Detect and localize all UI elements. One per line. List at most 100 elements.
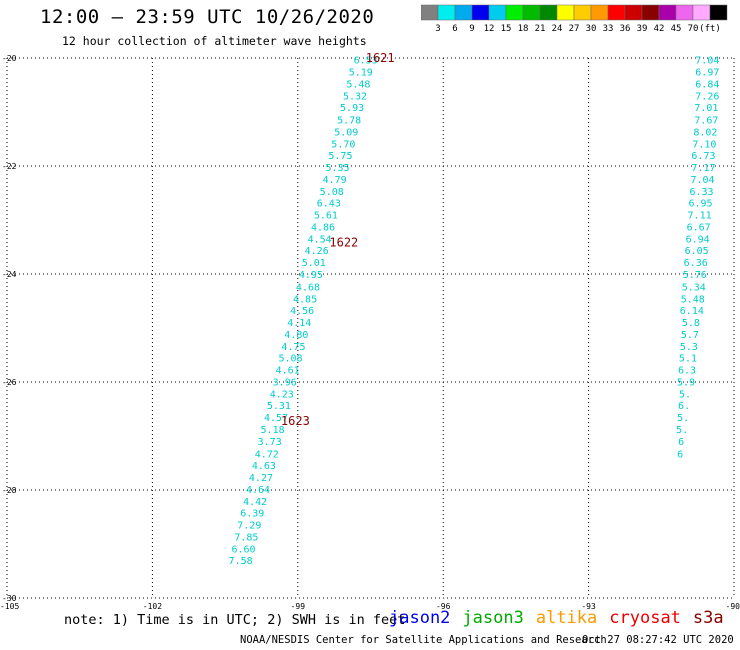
axis-ticks: -20 -22 -24 -26 -28 -30-105 -102 -99 -96 -93 -90 <box>0 54 740 611</box>
wave-height-label: 6.05 <box>685 246 709 257</box>
wave-height-label: 4.26 <box>305 246 329 257</box>
wave-height-label: 6.14 <box>680 306 704 317</box>
legend-label: 6 <box>452 24 457 34</box>
x-tick-label: -90 <box>726 602 740 611</box>
satellite-altika: altika <box>535 608 598 628</box>
chart-subtitle: 12 hour collection of altimeter wave hei… <box>62 34 367 48</box>
wave-height-label: 7.29 <box>237 521 261 532</box>
legend-label: (ft) <box>699 24 721 34</box>
wave-height-label: 3.73 <box>258 437 282 448</box>
pass-time-label: 1623 <box>281 414 310 428</box>
wave-height-label: 6.95 <box>689 199 713 210</box>
wave-height-label: 6. <box>678 401 690 412</box>
wave-height-label: 7.58 <box>229 556 253 567</box>
x-tick-label: -96 <box>436 602 451 611</box>
wave-height-label: 6.94 <box>686 234 710 245</box>
wave-height-label: 6.3 <box>678 366 696 377</box>
credit-timestamp: Oct 27 08:27:42 UTC 2020 <box>582 634 734 646</box>
wave-height-label: 4.61 <box>276 366 300 377</box>
wave-height-label: 6.36 <box>684 258 708 269</box>
wave-height-label: 4.75 <box>281 342 305 353</box>
x-tick-label: -102 <box>143 602 162 611</box>
wave-height-label: 5. <box>679 389 691 400</box>
wave-height-label: 5.19 <box>349 68 373 79</box>
wave-height-label: 4.95 <box>299 270 323 281</box>
legend-label: 42 <box>654 24 665 34</box>
wave-height-label: 5.3 <box>680 342 698 353</box>
wave-height-label: 5.32 <box>343 91 367 102</box>
color-legend: 3 6 9 12 15 18 21 24 27 30 33 36 39 42 45 70 (ft) <box>421 4 728 34</box>
satellite-s3a: s3a <box>692 608 724 628</box>
x-tick-label: -99 <box>291 602 306 611</box>
wave-height-label: 4.79 <box>323 175 347 186</box>
wave-height-label: 6.53 <box>354 56 378 67</box>
chart-title: 12:00 – 23:59 UTC 10/26/2020 <box>40 6 375 28</box>
legend-label: 36 <box>620 24 631 34</box>
wave-height-label: 5.8 <box>682 318 700 329</box>
wave-height-label: 6 <box>677 449 683 460</box>
wave-height-label: 7.01 <box>694 103 718 114</box>
footer-note: note: 1) Time is in UTC; 2) SWH is in fe… <box>64 612 406 628</box>
wave-height-label: 4.23 <box>270 389 294 400</box>
satellite-cryosat: cryosat <box>609 608 681 628</box>
wave-height-label: 4.80 <box>284 330 308 341</box>
wave-height-points: 6.535.195.485.325.935.785.095.705.755.35… <box>229 56 720 568</box>
satellite-jason3: jason3 <box>462 608 524 628</box>
pass-time-label: 1621 <box>366 51 395 65</box>
wave-height-label: 7.67 <box>694 116 718 127</box>
time-labels: 1621 1622 1623 <box>281 51 395 428</box>
wave-height-label: 7.26 <box>695 91 719 102</box>
wave-height-label: 6 <box>678 437 684 448</box>
y-tick-label: -26 <box>2 378 17 387</box>
wave-height-label: 4.72 <box>255 449 279 460</box>
wave-height-label: 7.11 <box>688 211 712 222</box>
wave-height-label: 6.67 <box>687 222 711 233</box>
wave-height-label: 4.14 <box>287 318 311 329</box>
wave-height-label: 6.33 <box>689 187 713 198</box>
wave-height-label: 5.08 <box>320 187 344 198</box>
wave-height-label: 7.85 <box>234 532 258 543</box>
legend-label: 15 <box>501 24 512 34</box>
wave-height-label: 5.9 <box>677 377 695 388</box>
wave-height-label: 8.02 <box>693 127 717 138</box>
satellite-jason2: jason2 <box>389 608 451 628</box>
wave-height-label: 6.43 <box>317 199 341 210</box>
wave-height-label: 4.68 <box>296 282 320 293</box>
y-tick-label: -22 <box>2 162 17 171</box>
wave-height-label: 5.35 <box>325 163 349 174</box>
legend-label: 18 <box>518 24 529 34</box>
wave-height-label: 5.08 <box>278 354 302 365</box>
wave-height-label: 6.39 <box>240 509 264 520</box>
wave-height-label: 5.75 <box>328 151 352 162</box>
wave-height-label: 6.60 <box>231 544 255 555</box>
wave-height-label: 5.09 <box>334 127 358 138</box>
y-tick-label: -30 <box>2 594 17 603</box>
wave-height-label: 5.78 <box>337 116 361 127</box>
wave-height-label: 5.01 <box>302 258 326 269</box>
wave-height-label: 4.57 <box>264 413 288 424</box>
wave-height-label: 5.70 <box>331 139 355 150</box>
wave-height-label: 4.63 <box>252 461 276 472</box>
wave-height-label: 5.1 <box>679 354 697 365</box>
legend-swatch <box>709 4 728 21</box>
legend-label: 33 <box>603 24 614 34</box>
x-tick-label: -105 <box>0 602 19 611</box>
wave-height-label: 5.48 <box>346 79 370 90</box>
wave-height-label: 5. <box>676 425 688 436</box>
wave-height-label: 5.48 <box>681 294 705 305</box>
wave-height-label: 4.56 <box>290 306 314 317</box>
y-tick-label: -28 <box>2 486 17 495</box>
legend-label: 39 <box>637 24 648 34</box>
wave-height-label: 4.86 <box>311 222 335 233</box>
wave-height-label: 5.61 <box>314 211 338 222</box>
wave-height-label: 3.96 <box>273 377 297 388</box>
credit-text: NOAA/NESDIS Center for Satellite Applica… <box>240 634 607 646</box>
satellite-key: jason2 jason3 altika cryosat s3a <box>389 608 736 628</box>
legend-label: 24 <box>552 24 563 34</box>
y-tick-label: -20 <box>2 54 17 63</box>
wave-height-label: 5. <box>677 413 689 424</box>
wave-height-label: 4.54 <box>308 234 332 245</box>
legend-label: 3 <box>435 24 440 34</box>
legend-label: 70 <box>688 24 699 34</box>
